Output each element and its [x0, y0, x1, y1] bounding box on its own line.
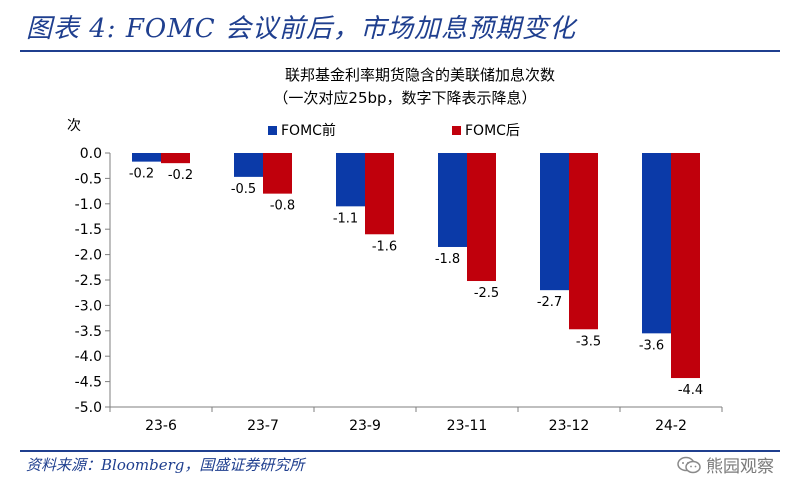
figure-title: 图表 4: FOMC 会议前后，市场加息预期变化 — [26, 14, 576, 44]
legend-swatch — [452, 126, 461, 135]
bar — [438, 153, 467, 247]
x-tick-label: 23-7 — [247, 418, 279, 434]
data-label: -0.5 — [231, 182, 256, 197]
y-axis-unit-label: 次 — [67, 118, 81, 134]
bar-chart: 联邦基金利率期货隐含的美联储加息次数 （一次对应25bp，数字下降表示降息） 次… — [67, 66, 723, 434]
y-tick-label: -2.0 — [75, 248, 102, 264]
data-label: -1.8 — [435, 252, 460, 267]
data-label: -4.4 — [678, 383, 703, 398]
data-label: -1.1 — [333, 211, 358, 226]
bar — [132, 153, 161, 162]
source-note: 资料来源：Bloomberg，国盛证券研究所 — [26, 456, 305, 474]
bar — [642, 153, 671, 334]
y-tick-label: 0.0 — [80, 146, 102, 162]
bar — [336, 153, 365, 207]
y-tick-label: -4.5 — [75, 375, 102, 391]
bar — [234, 153, 263, 177]
y-tick-label: -3.0 — [75, 298, 102, 314]
y-tick-label: -4.0 — [75, 349, 102, 365]
data-label: -0.8 — [270, 199, 295, 214]
x-axis: 23-6 23-7 23-9 23-11 23-12 24-2 — [109, 406, 723, 434]
y-tick-label: -2.5 — [75, 273, 102, 289]
y-tick-label: -3.5 — [75, 324, 102, 340]
bars: -0.2 -0.2 -0.5 -0.8 -1.1 -1.6 -1.8 -2.5 -2.7 -3.5… — [129, 153, 703, 398]
data-label: -0.2 — [168, 168, 193, 183]
bar — [671, 153, 700, 379]
watermark: 熊园观察 — [676, 452, 774, 477]
legend-label: FOMC后 — [465, 123, 520, 139]
y-axis: 0.0 -0.5 -1.0 -1.5 -2.0 -2.5 -3.0 -3.5 -4.0 -4.5 -… — [75, 146, 111, 416]
legend-swatch — [268, 126, 277, 135]
source-rule — [20, 450, 780, 452]
x-tick-label: 23-9 — [349, 418, 381, 434]
bar — [569, 153, 598, 330]
watermark-text: 熊园观察 — [706, 457, 774, 477]
data-label: -3.5 — [576, 334, 601, 349]
wechat-icon — [677, 456, 701, 473]
y-tick-label: -5.0 — [75, 400, 102, 416]
data-label: -3.6 — [639, 338, 664, 353]
data-label: -2.5 — [474, 286, 499, 301]
legend: FOMC前 FOMC后 — [268, 122, 520, 139]
x-tick-label: 23-6 — [145, 418, 177, 434]
title-rule — [20, 50, 780, 52]
x-tick-label: 23-12 — [549, 418, 590, 434]
data-label: -2.7 — [537, 295, 562, 310]
x-tick-label: 24-2 — [655, 418, 687, 434]
bar — [467, 153, 496, 282]
data-label: -1.6 — [372, 239, 397, 254]
y-tick-label: -1.0 — [75, 197, 102, 213]
legend-label: FOMC前 — [281, 122, 336, 139]
chart-subtitle: （一次对应25bp，数字下降表示降息） — [273, 89, 536, 107]
bar — [365, 153, 394, 235]
x-tick-label: 23-11 — [447, 418, 488, 434]
y-tick-label: -0.5 — [75, 171, 102, 187]
bar — [263, 153, 292, 194]
chart-title: 联邦基金利率期货隐含的美联储加息次数 — [285, 66, 555, 84]
data-label: -0.2 — [129, 167, 154, 182]
y-tick-label: -1.5 — [75, 222, 102, 238]
bar — [540, 153, 569, 291]
bar — [161, 153, 190, 164]
